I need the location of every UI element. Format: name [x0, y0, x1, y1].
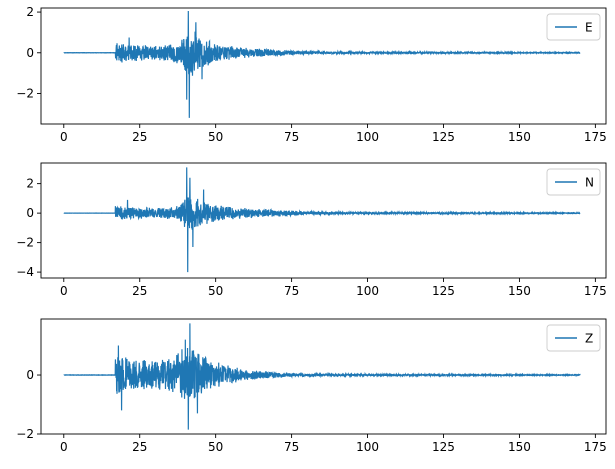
- x-tick-label: 50: [208, 130, 223, 144]
- legend: Z: [546, 324, 601, 352]
- x-tick-label: 150: [508, 284, 531, 298]
- x-tick-label: 75: [284, 284, 299, 298]
- legend-label: N: [585, 176, 594, 190]
- x-tick-label: 100: [356, 284, 379, 298]
- legend-label: E: [585, 21, 593, 35]
- y-tick-label: 0: [26, 206, 34, 220]
- x-tick-label: 50: [208, 284, 223, 298]
- x-tick-label: 125: [432, 284, 455, 298]
- legend: E: [546, 13, 601, 41]
- x-tick-label: 0: [60, 130, 68, 144]
- x-tick-label: 0: [60, 284, 68, 298]
- panel-e: 0 25 50 75 100 125 150 175 −2 0 2 E: [16, 5, 607, 144]
- y-tick-label: −2: [16, 236, 34, 250]
- x-tick-label: 100: [356, 440, 379, 454]
- x-tick-label: 125: [432, 130, 455, 144]
- x-tick-label: 75: [284, 440, 299, 454]
- x-tick-label: 175: [584, 284, 607, 298]
- x-tick-label: 125: [432, 440, 455, 454]
- x-tick-label: 25: [132, 130, 147, 144]
- y-tick-label: −4: [16, 265, 34, 279]
- y-tick-label: 2: [26, 177, 34, 191]
- x-tick-label: 100: [356, 130, 379, 144]
- x-tick-label: 25: [132, 284, 147, 298]
- legend-label: Z: [585, 332, 593, 346]
- x-tick-label: 175: [584, 440, 607, 454]
- x-tick-label: 50: [208, 440, 223, 454]
- panel-n: 0 25 50 75 100 125 150 175 −4 −2 0 2 N: [16, 162, 607, 298]
- y-tick-label: −2: [16, 427, 34, 441]
- y-tick-label: 0: [26, 46, 34, 60]
- x-tick-label: 150: [508, 440, 531, 454]
- legend: N: [546, 168, 601, 196]
- y-tick-label: 2: [26, 5, 34, 19]
- x-tick-label: 75: [284, 130, 299, 144]
- axes-frame: [40, 162, 607, 279]
- series-line-e: [63, 11, 581, 118]
- y-tick-label: −2: [16, 86, 34, 100]
- axes-frame: [40, 7, 607, 125]
- x-tick-label: 175: [584, 130, 607, 144]
- series-line-z: [63, 323, 581, 430]
- y-tick-label: 0: [26, 368, 34, 382]
- x-tick-label: 0: [60, 440, 68, 454]
- series-line-n: [63, 167, 581, 273]
- axes-frame: [40, 318, 607, 435]
- x-tick-label: 25: [132, 440, 147, 454]
- panel-z: 0 25 50 75 100 125 150 175 −2 0 Z: [16, 318, 607, 454]
- x-tick-label: 150: [508, 130, 531, 144]
